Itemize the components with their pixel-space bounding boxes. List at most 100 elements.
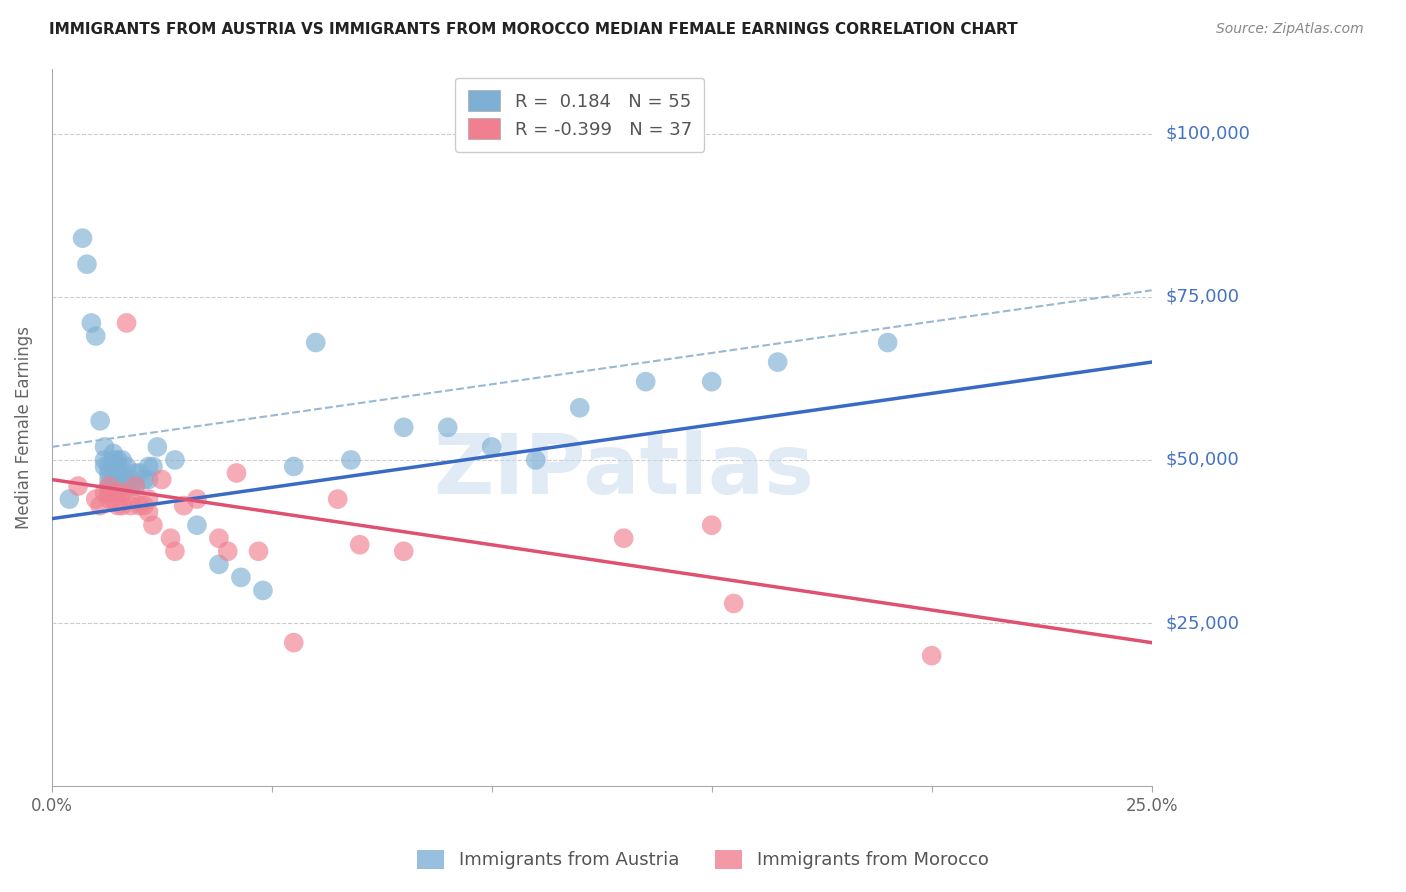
Point [97,485,120,500]
Point [700,518,723,533]
Point [103,453,125,467]
Point [613,531,636,545]
Point [163,453,186,467]
Point [115,459,138,474]
Point [120,499,142,513]
Point [163,544,186,558]
Point [723,597,745,611]
Point [138,492,160,507]
Point [229,570,252,584]
Legend: Immigrants from Austria, Immigrants from Morocco: Immigrants from Austria, Immigrants from… [408,841,998,879]
Point [93,485,115,500]
Point [392,420,415,434]
Point [120,492,142,507]
Point [111,479,134,493]
Text: Source: ZipAtlas.com: Source: ZipAtlas.com [1216,22,1364,37]
Point [115,473,138,487]
Legend: R =  0.184   N = 55, R = -0.399   N = 37: R = 0.184 N = 55, R = -0.399 N = 37 [456,78,704,152]
Point [247,544,270,558]
Point [84,329,107,343]
Point [107,485,129,500]
Point [634,375,657,389]
Point [217,544,239,558]
Point [876,335,898,350]
Point [97,459,120,474]
Point [159,531,181,545]
Point [107,499,129,513]
Point [67,479,90,493]
Text: IMMIGRANTS FROM AUSTRIA VS IMMIGRANTS FROM MOROCCO MEDIAN FEMALE EARNINGS CORREL: IMMIGRANTS FROM AUSTRIA VS IMMIGRANTS FR… [49,22,1018,37]
Point [186,492,208,507]
Point [283,635,305,649]
Point [115,316,138,330]
Point [103,492,125,507]
Point [107,473,129,487]
Point [700,375,723,389]
Text: $50,000: $50,000 [1166,451,1239,469]
Text: $100,000: $100,000 [1166,125,1250,143]
Point [124,479,146,493]
Point [107,466,129,480]
Point [138,459,160,474]
Point [89,414,111,428]
Point [392,544,415,558]
Point [481,440,503,454]
Point [766,355,789,369]
Point [97,466,120,480]
Point [97,479,120,493]
Point [103,473,125,487]
Point [84,492,107,507]
Point [146,440,169,454]
Text: $75,000: $75,000 [1166,288,1240,306]
Point [111,466,134,480]
Point [58,492,80,507]
Point [107,453,129,467]
Point [103,446,125,460]
Point [173,499,195,513]
Point [124,466,146,480]
Point [134,473,156,487]
Point [93,459,115,474]
Point [921,648,943,663]
Point [225,466,247,480]
Point [208,558,231,572]
Point [524,453,547,467]
Point [128,499,150,513]
Point [138,473,160,487]
Point [134,499,156,513]
Point [349,538,371,552]
Point [128,466,150,480]
Point [340,453,363,467]
Point [97,479,120,493]
Point [103,459,125,474]
Y-axis label: Median Female Earnings: Median Female Earnings [15,326,32,529]
Point [568,401,591,415]
Point [186,518,208,533]
Point [208,531,231,545]
Point [97,492,120,507]
Point [111,485,134,500]
Point [436,420,458,434]
Point [97,473,120,487]
Point [124,479,146,493]
Point [111,499,134,513]
Point [150,473,173,487]
Text: $25,000: $25,000 [1166,614,1240,632]
Point [283,459,305,474]
Point [142,518,165,533]
Point [93,440,115,454]
Point [120,479,142,493]
Point [326,492,349,507]
Point [138,505,160,519]
Point [120,473,142,487]
Point [89,499,111,513]
Point [142,459,165,474]
Point [107,479,129,493]
Point [93,453,115,467]
Point [76,257,98,271]
Point [107,459,129,474]
Point [252,583,274,598]
Text: ZIPatlas: ZIPatlas [433,430,814,511]
Point [111,453,134,467]
Point [305,335,328,350]
